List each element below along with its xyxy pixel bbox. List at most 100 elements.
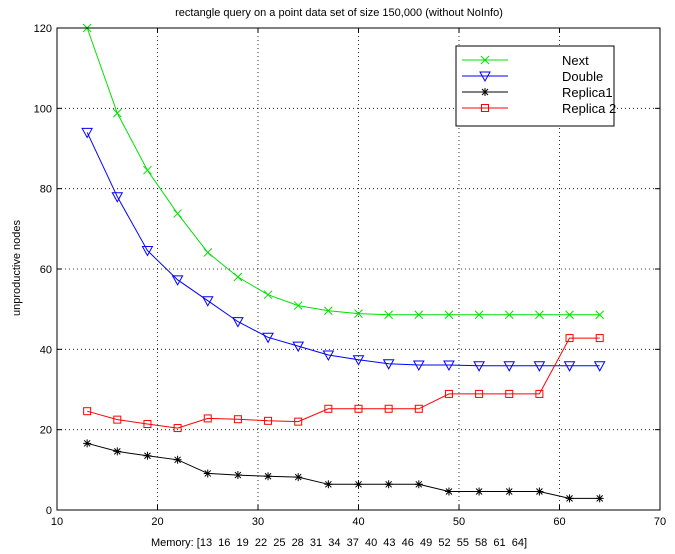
data-point (143, 451, 152, 460)
data-point (414, 404, 423, 413)
data-point (324, 404, 333, 413)
series-line (87, 442, 600, 499)
data-point (475, 389, 484, 398)
data-point (443, 360, 455, 372)
x-tick-label: 60 (553, 516, 565, 528)
data-point (354, 404, 363, 413)
data-point (173, 455, 182, 464)
legend-marker (481, 88, 489, 96)
data-point (112, 108, 122, 118)
x-axis-label: Memory: [13 16 19 22 25 28 31 34 37 40 4… (151, 537, 527, 549)
data-point (233, 471, 242, 480)
legend-item: Double (462, 69, 603, 84)
x-tick-label: 10 (51, 516, 63, 528)
data-point (533, 361, 546, 372)
legend-box (455, 45, 615, 127)
data-point (141, 246, 154, 257)
y-tick-label: 100 (34, 103, 52, 115)
data-point (505, 487, 514, 496)
data-point (593, 361, 606, 372)
data-point (203, 248, 213, 257)
data-point (504, 310, 514, 320)
data-point (414, 310, 424, 320)
legend-label: Next (562, 53, 589, 68)
series-double (81, 127, 606, 372)
data-point (473, 361, 485, 372)
data-point (262, 332, 274, 344)
data-point (173, 424, 182, 433)
data-point (322, 350, 335, 361)
plot-series (81, 23, 606, 503)
y-axis-label: unproductive nodes (11, 219, 23, 316)
legend-marker (481, 104, 489, 112)
data-point (384, 404, 393, 413)
data-point (83, 439, 92, 448)
data-point (535, 389, 544, 398)
data-point (565, 310, 574, 320)
axis-ticks: 10 20 30 40 50 60 70 0 20 40 60 80 100 120 (34, 23, 666, 528)
y-tick-label: 80 (40, 184, 52, 196)
plot-area-frame (56, 27, 661, 511)
x-tick-label: 50 (453, 516, 465, 528)
legend-item: Replica1 (462, 85, 613, 100)
chart-title: rectangle query on a point data set of s… (175, 7, 503, 19)
data-point (414, 480, 423, 489)
data-point (201, 296, 214, 307)
series-line (86, 27, 600, 316)
legend-label: Double (562, 69, 603, 84)
data-point (323, 306, 333, 316)
series-replica-2 (83, 334, 604, 433)
legend-label: Replica 2 (562, 101, 616, 116)
data-point (412, 360, 425, 372)
data-point (143, 420, 152, 429)
data-point (384, 310, 394, 320)
data-point (503, 361, 516, 372)
legend-marker (480, 55, 490, 65)
data-point (233, 272, 243, 282)
data-point (232, 317, 244, 328)
data-point (352, 355, 365, 366)
series-replica1 (83, 439, 604, 503)
data-point (173, 209, 182, 218)
data-point (143, 165, 152, 175)
data-point (474, 310, 484, 320)
data-point (382, 359, 395, 370)
data-point (264, 472, 273, 481)
y-tick-label: 120 (34, 23, 52, 35)
data-point (292, 341, 305, 353)
data-point (113, 447, 122, 456)
series-next (82, 23, 605, 320)
data-point (111, 192, 124, 203)
legend-item: Replica 2 (462, 101, 616, 116)
x-tick-label: 40 (352, 516, 364, 528)
series-line (86, 132, 600, 367)
data-point (563, 361, 576, 372)
y-tick-label: 40 (40, 344, 52, 356)
y-tick-label: 20 (40, 425, 52, 437)
data-point (354, 309, 363, 318)
x-tick-label: 20 (151, 516, 163, 528)
data-point (203, 469, 212, 478)
data-point (444, 487, 453, 496)
data-point (294, 473, 303, 482)
legend-label: Replica1 (562, 85, 613, 100)
data-point (203, 414, 212, 423)
data-point (565, 494, 574, 503)
data-point (535, 310, 544, 320)
data-point (444, 389, 453, 398)
data-point (595, 310, 605, 320)
y-tick-label: 0 (46, 505, 52, 517)
data-point (294, 417, 303, 426)
data-point (171, 275, 184, 286)
y-tick-label: 60 (40, 264, 52, 276)
data-point (384, 480, 393, 489)
data-point (565, 334, 574, 343)
legend-item: Next (462, 53, 589, 68)
data-point (293, 301, 303, 310)
data-point (354, 480, 363, 489)
x-tick-label: 30 (252, 516, 264, 528)
data-point (263, 290, 273, 300)
data-point (595, 494, 604, 503)
